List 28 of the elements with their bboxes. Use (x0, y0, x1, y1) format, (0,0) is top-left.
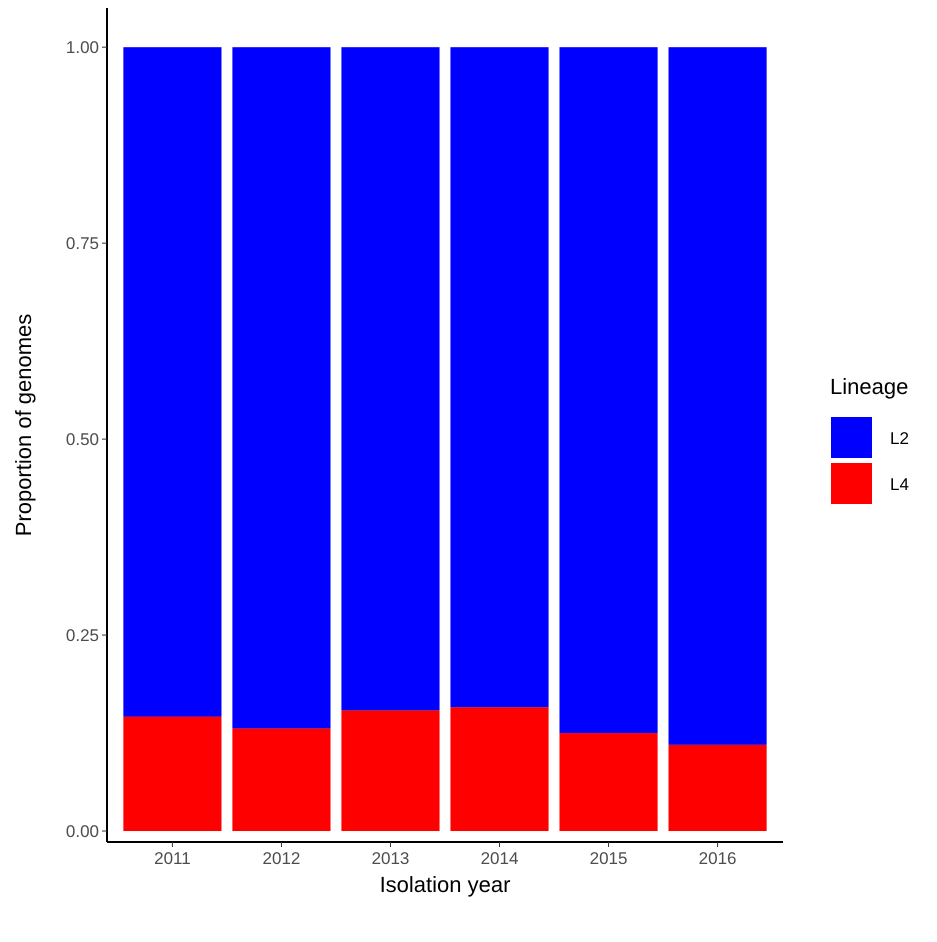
y-tick-label: 0.00 (66, 822, 99, 841)
y-tick-label: 0.25 (66, 626, 99, 646)
bar (341, 47, 440, 710)
x-tick-label: 2014 (480, 849, 518, 868)
x-tick-label: 2016 (698, 849, 736, 868)
text: L2 (890, 428, 909, 448)
bar (668, 744, 767, 832)
x-tick-label: 2011 (154, 849, 191, 868)
bar (341, 710, 440, 832)
bar (559, 47, 658, 734)
bar (232, 728, 331, 832)
x-tick-label: 2013 (372, 849, 410, 868)
y-tick-label: 0.75 (66, 234, 99, 254)
bar (450, 707, 549, 832)
x-tick-label: 2012 (262, 849, 300, 868)
bar (123, 716, 222, 832)
bar (232, 47, 331, 728)
legend-title: Lineage (830, 374, 908, 399)
y-axis-title: Proportion of genomes (11, 314, 36, 536)
y-tick-label: 0.50 (66, 430, 99, 450)
x-tick-label: 2015 (590, 849, 628, 868)
text: L4 (890, 474, 909, 494)
bar (450, 47, 549, 708)
bar (559, 733, 658, 832)
x-axis-title: Isolation year (380, 872, 510, 897)
bar (123, 47, 222, 717)
y-tick-label: 1.00 (66, 38, 99, 58)
bar (668, 47, 767, 745)
